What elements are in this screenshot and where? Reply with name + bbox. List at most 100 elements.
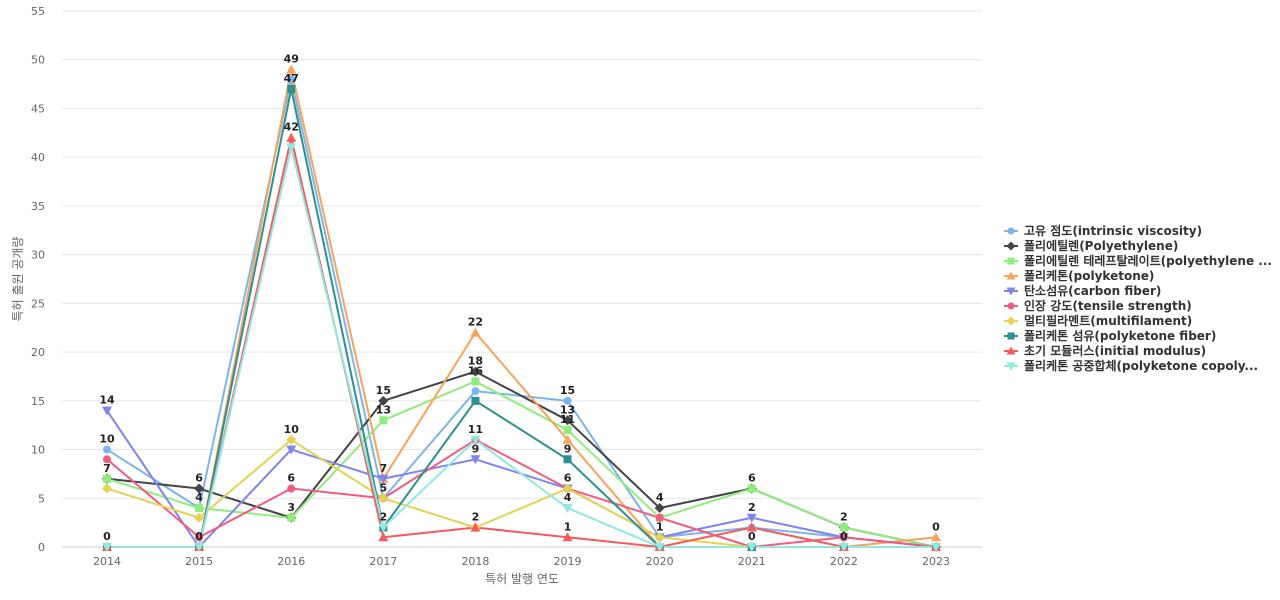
data-point-9-1[interactable] — [194, 543, 205, 552]
data-point-7-5[interactable] — [563, 455, 572, 464]
legend-item-8[interactable]: 초기 모듈러스(initial modulus) — [1004, 343, 1206, 358]
x-tick-label: 2018 — [461, 555, 489, 568]
legend-item-6[interactable]: 멀티필라멘트(multifilament) — [1004, 313, 1192, 328]
data-point-0-2[interactable] — [287, 75, 296, 84]
data-point-9-7[interactable] — [746, 543, 757, 552]
data-point-0-0[interactable] — [103, 445, 111, 454]
data-point-1-1[interactable] — [194, 483, 205, 494]
legend-item-2[interactable]: 폴리에틸렌 테레프탈레이트(polyethylene ... — [1004, 253, 1272, 268]
x-tick-label: 2023 — [922, 555, 950, 568]
legend-item-3[interactable]: 폴리케톤(polyketone) — [1004, 268, 1154, 283]
data-point-4-2[interactable] — [286, 445, 297, 455]
data-point-1-3[interactable] — [378, 395, 389, 406]
data-point-1-4[interactable] — [470, 366, 481, 377]
data-point-3-2[interactable] — [286, 64, 297, 74]
data-point-8-7[interactable] — [746, 522, 757, 532]
data-point-5-8[interactable] — [839, 533, 848, 542]
legend-item-7[interactable]: 폴리케톤 섬유(polyketone fiber) — [1004, 328, 1216, 343]
data-label: 49 — [284, 52, 299, 65]
data-point-2-5[interactable] — [563, 426, 572, 435]
data-point-9-3[interactable] — [378, 523, 389, 533]
data-point-1-5[interactable] — [562, 415, 573, 426]
data-point-6-3[interactable] — [378, 493, 389, 504]
series-lines — [106, 68, 937, 548]
legend-marker-icon — [1006, 346, 1016, 355]
data-label: 5 — [380, 481, 388, 494]
data-point-5-2[interactable] — [287, 484, 296, 493]
data-labels: 1410706404947421063151375222181611921513… — [99, 52, 940, 543]
legend-label: 초기 모듈러스(initial modulus) — [1024, 343, 1206, 358]
data-point-8-2[interactable] — [286, 132, 297, 142]
data-point-0-4[interactable] — [471, 387, 480, 396]
data-label: 0 — [840, 530, 848, 543]
legend-item-0[interactable]: 고유 점도(intrinsic viscosity) — [1004, 223, 1202, 238]
legend-label: 폴리케톤 공중합체(polyketone copoly... — [1024, 358, 1258, 373]
data-label: 9 — [564, 442, 572, 455]
data-point-2-8[interactable] — [839, 523, 848, 532]
data-point-2-1[interactable] — [195, 504, 204, 513]
data-point-2-3[interactable] — [379, 416, 388, 425]
data-point-4-7[interactable] — [746, 513, 757, 523]
data-point-2-0[interactable] — [103, 474, 111, 483]
data-point-7-4[interactable] — [471, 396, 480, 405]
data-point-5-1[interactable] — [195, 533, 204, 542]
data-point-4-0[interactable] — [102, 406, 112, 416]
y-axis-title: 특허 출원 공개량 — [11, 237, 25, 322]
legend-label: 폴리에틸렌(Polyethylene) — [1024, 238, 1178, 253]
data-point-6-6[interactable] — [654, 532, 665, 543]
data-point-8-5[interactable] — [562, 532, 573, 542]
data-label: 13 — [560, 403, 575, 416]
legend-item-9[interactable]: 폴리케톤 공중합체(polyketone copoly... — [1004, 358, 1258, 373]
data-point-9-9[interactable] — [931, 543, 941, 552]
x-tick-label: 2017 — [369, 555, 397, 568]
legend-item-4[interactable]: 탄소섬유(carbon fiber) — [1004, 283, 1161, 298]
data-point-6-1[interactable] — [194, 512, 205, 523]
data-point-6-2[interactable] — [286, 434, 297, 445]
data-point-4-4[interactable] — [470, 455, 481, 465]
legend-marker-icon — [1007, 257, 1015, 265]
y-tick-label: 35 — [31, 200, 45, 213]
data-point-1-6[interactable] — [654, 503, 665, 514]
data-point-8-3[interactable] — [378, 532, 389, 542]
data-point-2-7[interactable] — [747, 484, 756, 493]
y-tick-label: 5 — [38, 492, 45, 505]
data-point-2-4[interactable] — [471, 377, 480, 386]
data-label: 1 — [656, 520, 664, 533]
series-line-3 — [107, 68, 937, 548]
legend-label: 멀티필라멘트(multifilament) — [1024, 313, 1192, 328]
data-point-9-2[interactable] — [286, 143, 297, 153]
legend-marker-icon — [1006, 362, 1016, 371]
data-point-6-0[interactable] — [102, 483, 112, 494]
data-point-9-6[interactable] — [654, 543, 665, 552]
data-label: 2 — [472, 511, 480, 524]
data-point-3-5[interactable] — [562, 434, 573, 444]
legend-item-1[interactable]: 폴리에틸렌(Polyethylene) — [1004, 238, 1178, 253]
data-point-6-5[interactable] — [562, 483, 573, 494]
data-point-5-0[interactable] — [103, 455, 111, 464]
x-tick-label: 2014 — [93, 555, 121, 568]
data-label: 6 — [195, 472, 203, 485]
x-tick-label: 2021 — [738, 555, 766, 568]
x-tick-label: 2015 — [185, 555, 213, 568]
data-point-9-4[interactable] — [470, 435, 481, 445]
data-point-2-2[interactable] — [287, 513, 296, 522]
data-point-8-4[interactable] — [470, 522, 481, 532]
data-point-3-9[interactable] — [931, 532, 941, 542]
data-point-9-5[interactable] — [562, 504, 573, 514]
data-label: 42 — [284, 121, 299, 134]
y-tick-label: 0 — [38, 541, 45, 554]
data-point-9-0[interactable] — [102, 543, 112, 552]
x-tick-label: 2019 — [554, 555, 582, 568]
data-point-0-5[interactable] — [563, 396, 572, 405]
data-label: 18 — [468, 355, 483, 368]
legend-marker-icon — [1006, 271, 1016, 280]
legend-item-5[interactable]: 인장 강도(tensile strength) — [1004, 298, 1192, 313]
data-point-5-6[interactable] — [655, 513, 664, 522]
data-point-3-4[interactable] — [470, 327, 481, 337]
data-point-7-2[interactable] — [287, 84, 296, 93]
y-tick-label: 50 — [31, 54, 45, 67]
data-label: 22 — [468, 316, 483, 329]
data-point-9-8[interactable] — [838, 543, 849, 552]
data-point-4-3[interactable] — [378, 474, 389, 484]
